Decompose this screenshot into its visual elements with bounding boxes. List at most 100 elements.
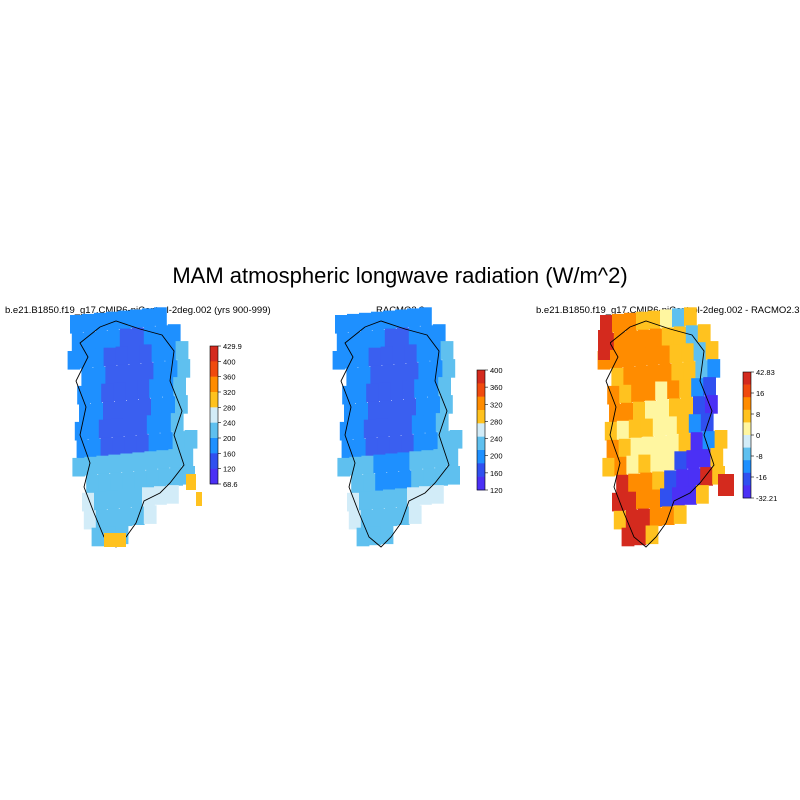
grid-cell <box>82 313 95 333</box>
grid-cell <box>404 398 417 417</box>
grid-cell <box>598 330 610 360</box>
grid-cell <box>365 437 379 457</box>
grid-cell <box>108 454 122 474</box>
map-panel-racmo <box>332 307 463 548</box>
grid-cell <box>91 402 104 422</box>
grid-cell <box>170 413 184 432</box>
grid-cell <box>636 311 649 331</box>
colorbar-swatch <box>743 485 751 499</box>
grid-cell <box>399 470 412 489</box>
grid-cell <box>407 487 420 506</box>
grid-cell <box>416 343 430 362</box>
grid-cell <box>435 413 449 432</box>
grid-cell <box>710 448 724 467</box>
grid-cell <box>356 402 369 422</box>
grid-cell <box>122 471 135 491</box>
grid-cell <box>672 308 685 327</box>
grid-cell <box>700 467 713 486</box>
grid-cell <box>676 415 690 434</box>
grid-cell <box>609 349 623 369</box>
grid-cell <box>115 346 129 366</box>
grid-cell <box>643 382 656 402</box>
grid-cell <box>409 451 423 470</box>
colorbar-swatch <box>477 436 485 451</box>
grid-cell <box>67 351 81 370</box>
colorbar-swatch <box>210 376 218 393</box>
grid-cell <box>688 468 701 487</box>
grid-cell <box>440 341 454 360</box>
grid-cell <box>674 451 688 470</box>
colorbar-swatch <box>210 407 218 423</box>
colorbar-swatch <box>743 384 751 398</box>
colorbar-swatch <box>743 372 751 385</box>
grid-cell <box>119 507 133 527</box>
grid-cell <box>112 436 126 456</box>
grid-cell <box>346 367 360 387</box>
colorbar-label: 400 <box>223 357 236 366</box>
grid-cell <box>378 382 391 402</box>
grid-cell <box>103 347 117 367</box>
grid-cell <box>613 510 627 530</box>
grid-cell <box>423 468 436 487</box>
grid-cell <box>349 456 363 476</box>
grid-cell <box>640 472 653 492</box>
grid-cell <box>637 508 651 528</box>
colorbar-label: 320 <box>223 388 236 397</box>
grid-cell <box>438 377 451 396</box>
grid-cell <box>122 417 136 437</box>
grid-cell <box>445 448 459 467</box>
grid-cell <box>127 345 141 365</box>
grid-cell <box>681 397 694 416</box>
grid-cell <box>186 474 196 490</box>
grid-cell <box>153 361 167 380</box>
grid-cell <box>672 487 685 506</box>
grid-cell <box>184 430 198 449</box>
colorbar-label: 16 <box>756 389 764 398</box>
grid-cell <box>105 365 119 385</box>
grid-cell <box>383 489 396 509</box>
grid-cell <box>621 527 635 547</box>
grid-cell <box>714 430 728 449</box>
grid-cell <box>101 383 114 403</box>
grid-cell <box>688 414 702 433</box>
grid-cell <box>657 399 670 419</box>
grid-cell <box>347 492 360 512</box>
grid-cell <box>616 420 630 440</box>
grid-cell <box>447 466 460 485</box>
colorbar-label: 68.6 <box>223 480 238 489</box>
colorbar-label: 280 <box>490 417 503 426</box>
grid-cell <box>633 401 646 421</box>
grid-cell <box>158 468 171 487</box>
grid-cell <box>421 450 435 469</box>
colorbar-swatch <box>477 383 485 397</box>
grid-cell <box>612 492 625 512</box>
grid-cell <box>360 509 374 529</box>
grid-cell <box>380 346 394 366</box>
grid-cell <box>676 469 689 488</box>
colorbar-label: 120 <box>223 465 236 474</box>
grid-cell <box>396 327 410 347</box>
grid-cell <box>170 467 183 486</box>
grid-cell <box>358 366 372 386</box>
grid-cell <box>166 485 179 504</box>
grid-cell <box>660 309 673 329</box>
grid-cell <box>351 420 365 440</box>
grid-cell <box>655 381 668 401</box>
grid-cell <box>433 449 447 468</box>
colorbar-label: 360 <box>490 383 503 392</box>
grid-cell <box>645 400 658 420</box>
grid-cell <box>423 414 437 433</box>
grid-cell <box>654 435 668 455</box>
grid-cell <box>371 490 384 510</box>
colorbar-swatch <box>477 476 485 491</box>
grid-cell <box>380 400 393 420</box>
grid-cell <box>370 365 384 385</box>
grid-cell <box>377 436 391 456</box>
grid-cell <box>154 486 167 505</box>
grid-cell <box>134 470 147 489</box>
grid-cell <box>705 341 719 360</box>
grid-cell <box>416 397 429 416</box>
grid-cell <box>151 343 165 362</box>
colorbar-swatch <box>210 438 218 454</box>
grid-cell <box>98 419 112 439</box>
